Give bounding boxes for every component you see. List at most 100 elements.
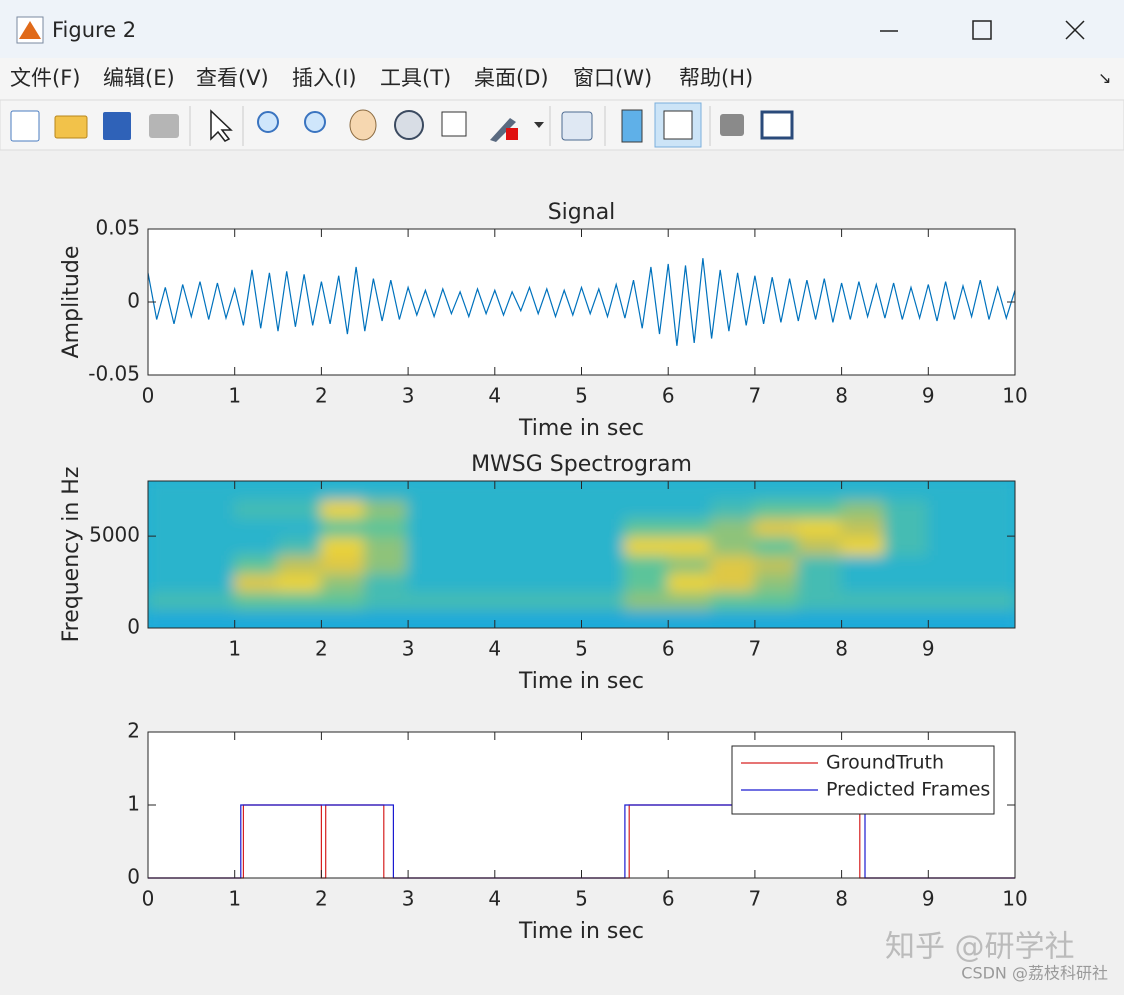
spectrogram-cell bbox=[277, 481, 323, 501]
spectrogram-cell bbox=[190, 553, 236, 574]
spectrogram-cell bbox=[927, 608, 973, 628]
y-tick-label: 0 bbox=[127, 615, 140, 639]
rotate-icon[interactable] bbox=[394, 110, 424, 140]
brush-color bbox=[506, 128, 518, 140]
spectrogram-cell bbox=[623, 535, 670, 556]
spectrogram-cell bbox=[277, 516, 323, 538]
legend-box bbox=[731, 745, 995, 815]
brush-icon[interactable] bbox=[490, 118, 516, 142]
x-tick-label: 1 bbox=[228, 887, 241, 911]
x-tick-label: 0 bbox=[142, 887, 155, 911]
spectrogram-cell bbox=[840, 553, 886, 574]
chart-title: Signal bbox=[548, 200, 616, 225]
watermark: CSDN @荔枝科研社 bbox=[961, 964, 1108, 983]
spectrogram-cell bbox=[753, 498, 800, 519]
x-tick-label: 4 bbox=[488, 637, 501, 661]
spectrogram-cell bbox=[450, 481, 496, 501]
menu-item[interactable]: 编辑(E) bbox=[103, 66, 175, 90]
spectrogram-cell bbox=[190, 590, 236, 611]
spectrogram-cell bbox=[537, 590, 583, 611]
x-tick-label: 9 bbox=[922, 384, 935, 408]
spectrogram-cell bbox=[320, 590, 366, 611]
dock-icon[interactable] bbox=[760, 110, 794, 140]
spectrogram-cell bbox=[623, 516, 670, 538]
open-icon[interactable] bbox=[54, 115, 88, 139]
spectrogram-cell bbox=[450, 553, 496, 574]
pointer-icon[interactable] bbox=[210, 109, 233, 142]
spectrogram-cell bbox=[927, 590, 973, 611]
spectrogram-cell bbox=[580, 608, 626, 628]
spectrogram-cell bbox=[537, 553, 583, 574]
x-tick-label: 5 bbox=[575, 887, 588, 911]
spectrogram-cell bbox=[363, 498, 410, 519]
spectrogram-cell bbox=[797, 516, 843, 538]
spectrogram-cell bbox=[623, 608, 670, 628]
spectrogram-cell bbox=[667, 553, 713, 574]
spectrogram-cell bbox=[493, 553, 540, 574]
spectrogram-cell bbox=[797, 590, 843, 611]
spectrogram-cell bbox=[753, 590, 800, 611]
spectrogram-cell bbox=[710, 481, 756, 501]
spectrogram-cell bbox=[148, 590, 193, 611]
spectrogram-cell bbox=[450, 608, 496, 628]
brush-dropdown[interactable] bbox=[534, 122, 544, 128]
spectrogram-cell bbox=[450, 535, 496, 556]
spectrogram-cell bbox=[840, 535, 886, 556]
spectrogram-cell bbox=[190, 608, 236, 628]
x-tick-label: 5 bbox=[575, 637, 588, 661]
spectrogram-cell bbox=[970, 535, 1015, 556]
spectrogram-cell bbox=[927, 516, 973, 538]
maximize-button[interactable] bbox=[972, 20, 992, 40]
menu-item[interactable]: 桌面(D) bbox=[474, 66, 549, 90]
spectrogram-cell bbox=[148, 553, 193, 574]
spectrogram-cell bbox=[580, 498, 626, 519]
x-tick-label: 7 bbox=[749, 384, 762, 408]
x-tick-label: 2 bbox=[315, 384, 328, 408]
pan-icon[interactable] bbox=[349, 109, 377, 141]
spectrogram-cell bbox=[883, 590, 930, 611]
spectrogram-cell bbox=[580, 571, 626, 593]
menu-item[interactable]: 文件(F) bbox=[10, 66, 80, 90]
x-tick-label: 6 bbox=[662, 384, 675, 408]
spectrogram-cell bbox=[407, 516, 453, 538]
menu-arrow[interactable]: ↘ bbox=[1098, 69, 1111, 88]
zoom-in-icon[interactable] bbox=[257, 111, 279, 133]
spectrogram-cell bbox=[493, 481, 540, 501]
spectrogram-cell bbox=[753, 481, 800, 501]
x-axis-label: Time in sec bbox=[518, 919, 644, 944]
spectrogram-cell bbox=[537, 481, 583, 501]
spectrogram-cell bbox=[753, 535, 800, 556]
window-title: Figure 2 bbox=[52, 18, 136, 42]
spectrogram-cell bbox=[148, 516, 193, 538]
spectrogram-cell bbox=[580, 535, 626, 556]
print-icon[interactable] bbox=[149, 114, 179, 138]
spectrogram-cell bbox=[840, 608, 886, 628]
menu-item[interactable]: 窗口(W) bbox=[573, 66, 652, 90]
spectrogram-cell bbox=[277, 498, 323, 519]
spectrogram-cell bbox=[667, 498, 713, 519]
spectrogram-cell bbox=[710, 608, 756, 628]
menu-item[interactable]: 帮助(H) bbox=[679, 66, 753, 90]
menu-item[interactable]: 查看(V) bbox=[196, 66, 269, 90]
spectrogram-cell bbox=[797, 481, 843, 501]
x-tick-label: 10 bbox=[1002, 384, 1027, 408]
zoom-out-icon[interactable] bbox=[304, 111, 326, 133]
app-icon-shape bbox=[19, 21, 41, 39]
menu-item[interactable]: 插入(I) bbox=[292, 66, 357, 90]
hide-tools-icon[interactable] bbox=[720, 114, 744, 136]
datatip-icon[interactable] bbox=[441, 111, 467, 137]
link-icon[interactable] bbox=[561, 111, 593, 141]
x-tick-label: 2 bbox=[315, 637, 328, 661]
x-tick-label: 9 bbox=[922, 887, 935, 911]
close-button[interactable] bbox=[1065, 20, 1085, 40]
spectrogram-cell bbox=[623, 590, 670, 611]
spectrogram-cell bbox=[970, 481, 1015, 501]
save-icon[interactable] bbox=[103, 112, 131, 140]
spectrogram-cell bbox=[537, 571, 583, 593]
colorbar-icon[interactable] bbox=[621, 109, 643, 143]
new-icon[interactable] bbox=[10, 110, 40, 142]
menu-item[interactable]: 工具(T) bbox=[380, 66, 451, 90]
spectrogram-cell bbox=[190, 516, 236, 538]
x-tick-label: 5 bbox=[575, 384, 588, 408]
x-tick-label: 8 bbox=[835, 384, 848, 408]
